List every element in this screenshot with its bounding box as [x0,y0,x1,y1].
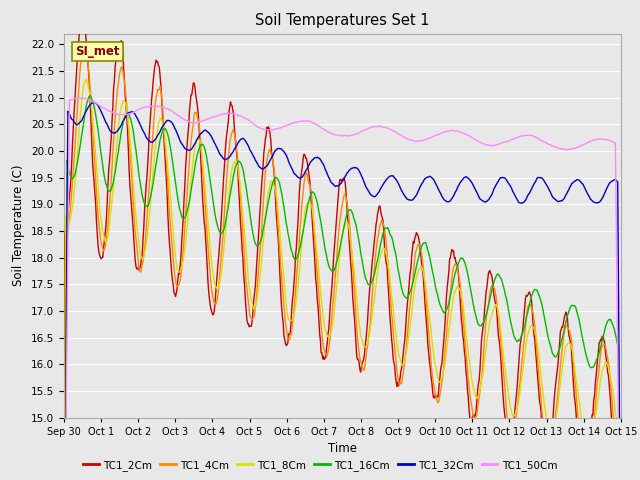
TC1_2Cm [411,235,419,241]
TC1_16Cm [411,271,419,277]
TC1_8Cm [411,284,419,289]
TC1_16Cm [214,225,222,231]
TC1_8Cm [83,77,90,83]
TC1_32Cm [128,109,136,115]
TC1_8Cm [70,190,78,196]
TC1_16Cm [70,174,78,180]
TC1_8Cm [128,165,136,170]
Legend: TC1_2Cm, TC1_4Cm, TC1_8Cm, TC1_16Cm, TC1_32Cm, TC1_50Cm: TC1_2Cm, TC1_4Cm, TC1_8Cm, TC1_16Cm, TC1… [79,456,561,475]
Line: TC1_50Cm: TC1_50Cm [64,98,621,480]
TC1_50Cm [70,96,78,102]
TC1_4Cm [80,43,88,48]
TC1_8Cm [185,205,193,211]
Text: SI_met: SI_met [75,45,120,58]
TC1_50Cm [428,135,435,141]
TC1_2Cm [185,123,193,129]
TC1_16Cm [86,93,94,98]
TC1_2Cm [214,259,222,265]
TC1_2Cm [79,18,86,24]
TC1_2Cm [428,374,435,380]
TC1_4Cm [428,361,435,367]
TC1_32Cm [214,147,222,153]
TC1_8Cm [214,285,222,291]
TC1_32Cm [70,119,78,125]
TC1_8Cm [428,327,435,333]
Line: TC1_32Cm: TC1_32Cm [64,102,621,480]
Line: TC1_16Cm: TC1_16Cm [64,96,621,480]
TC1_4Cm [70,156,78,161]
Y-axis label: Soil Temperature (C): Soil Temperature (C) [12,165,26,287]
TC1_2Cm [70,110,78,116]
Line: TC1_2Cm: TC1_2Cm [64,21,621,480]
TC1_50Cm [128,110,136,116]
X-axis label: Time: Time [328,442,357,455]
TC1_4Cm [185,168,193,173]
Line: TC1_8Cm: TC1_8Cm [64,80,621,480]
TC1_2Cm [128,212,136,217]
TC1_50Cm [185,119,193,124]
TC1_32Cm [428,174,435,180]
TC1_50Cm [411,138,419,144]
TC1_50Cm [75,95,83,101]
TC1_4Cm [411,255,419,261]
TC1_4Cm [128,181,136,187]
TC1_16Cm [128,122,136,128]
TC1_16Cm [185,202,193,208]
Line: TC1_4Cm: TC1_4Cm [64,46,621,480]
TC1_32Cm [90,99,98,105]
Title: Soil Temperatures Set 1: Soil Temperatures Set 1 [255,13,429,28]
TC1_4Cm [214,291,222,297]
TC1_50Cm [214,113,222,119]
TC1_32Cm [411,194,419,200]
TC1_16Cm [428,261,435,267]
TC1_32Cm [185,147,193,153]
